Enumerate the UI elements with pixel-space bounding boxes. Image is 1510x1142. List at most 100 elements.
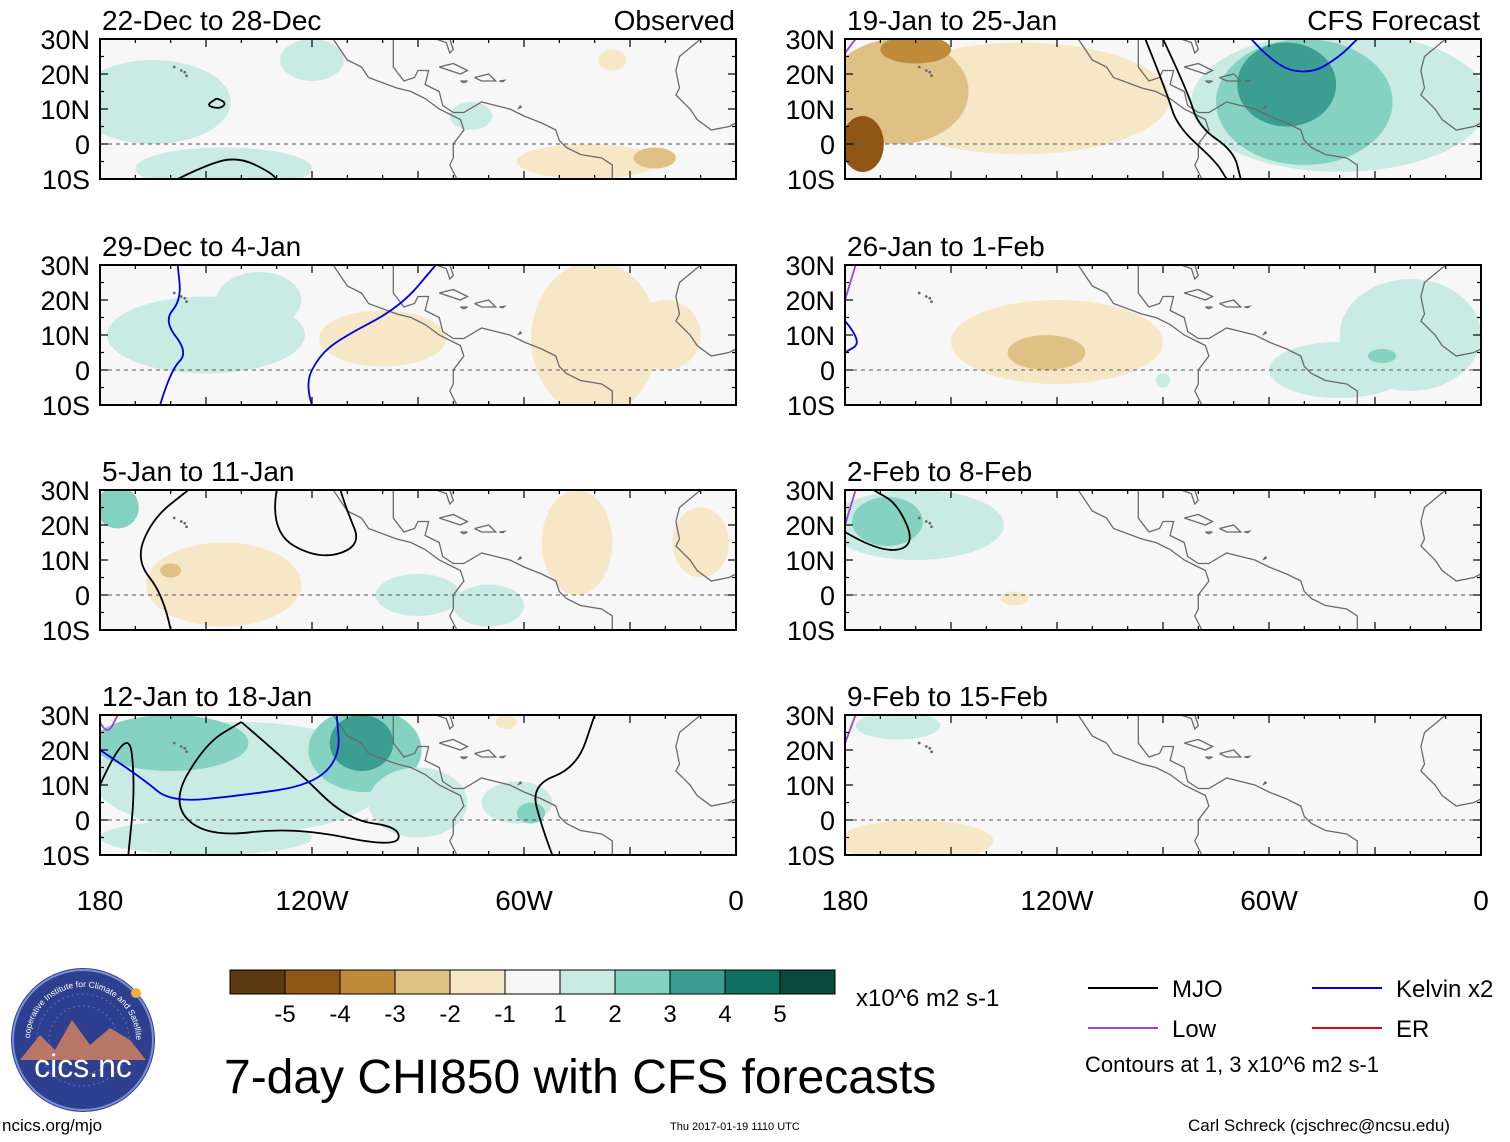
panel-plot-area	[100, 39, 736, 179]
column-header: CFS Forecast	[1307, 5, 1480, 36]
coastline	[435, 715, 455, 731]
anomaly-region	[100, 820, 312, 855]
lat-tick-label: 20N	[40, 736, 90, 766]
anomaly-region	[852, 497, 923, 546]
coastline	[1180, 715, 1200, 731]
lat-tick-label: 0	[820, 806, 835, 836]
anomaly-region	[100, 490, 139, 529]
island-marker	[924, 69, 928, 72]
coastline	[474, 524, 498, 533]
anomaly-region	[495, 715, 517, 729]
coastline	[392, 265, 613, 405]
panel-7: 30N 20N 10N 0 10S 2-Feb to 8-Feb	[785, 456, 1482, 646]
coastline	[1262, 331, 1268, 336]
coastline	[1420, 490, 1481, 582]
colorbar: -5 -4 -3 -2 -1 1 2 3 4 5	[229, 969, 836, 1028]
island-marker	[930, 525, 933, 529]
lat-tick-label: 0	[820, 130, 835, 160]
footer-url: ncics.org/mjo	[2, 1116, 103, 1135]
island-marker	[924, 520, 928, 523]
coastline	[460, 306, 468, 310]
panel-title: 9-Feb to 15-Feb	[847, 681, 1048, 712]
island-marker	[917, 741, 921, 745]
coastline	[438, 288, 469, 301]
legend-label: Low	[1172, 1016, 1217, 1043]
coastline	[1262, 781, 1268, 786]
anomaly-region	[160, 563, 182, 578]
coastline	[675, 265, 736, 357]
coastline	[1137, 39, 1358, 179]
footer-timestamp: Thu 2017-01-19 1110 UTC	[670, 1121, 800, 1133]
lon-tick-label: 60W	[495, 885, 553, 916]
island-marker	[924, 295, 928, 298]
contour-kelvin	[307, 265, 437, 405]
colorbar-tick-label: -5	[274, 1001, 295, 1028]
lat-tick-label: 20N	[40, 60, 90, 90]
coastline	[392, 490, 613, 630]
island-marker	[928, 296, 932, 300]
contour-kelvin	[100, 715, 340, 801]
coastline	[517, 556, 523, 561]
island-marker	[183, 296, 187, 300]
anomaly-region	[216, 272, 302, 328]
island-marker	[179, 745, 183, 748]
lat-tick-label: 30N	[785, 25, 835, 55]
legend-label: Kelvin x2	[1396, 976, 1493, 1003]
lat-tick-label: 10N	[785, 771, 835, 801]
coastline	[460, 80, 468, 84]
coastline	[319, 39, 465, 179]
panel-5: 30N 20N 10N 0 10S 19-Jan to 25-Jan CFS Forecas…	[785, 5, 1482, 195]
panel-plot-area	[100, 265, 736, 405]
lon-tick-label: 120W	[1020, 885, 1094, 916]
contour-mjo	[1144, 39, 1228, 179]
island-marker	[930, 750, 933, 754]
logo-wordmark: cics.nc	[34, 1048, 132, 1084]
coastline	[1183, 513, 1214, 526]
lat-tick-label: 10N	[40, 546, 90, 576]
coastline	[1244, 755, 1252, 759]
coastline	[1183, 738, 1214, 751]
lat-tick-label: 30N	[785, 476, 835, 506]
anomaly-region	[598, 49, 627, 71]
colorbar-tick-label: -4	[329, 1001, 350, 1028]
legend-label: ER	[1396, 1016, 1429, 1043]
coastline	[319, 490, 465, 630]
lat-tick-label: 10S	[42, 616, 90, 646]
coastline	[1420, 715, 1481, 807]
anomaly-region	[516, 802, 546, 824]
column-header: Observed	[614, 5, 735, 36]
island-marker	[185, 750, 188, 754]
colorbar-bin	[449, 969, 506, 995]
coastline	[675, 715, 736, 807]
contour-kelvin	[845, 320, 858, 354]
lat-tick-label: 10S	[42, 841, 90, 871]
panel-plot-area	[845, 39, 1481, 179]
lat-tick-label: 20N	[785, 511, 835, 541]
colorbar-bin	[339, 969, 396, 995]
colorbar-bin	[779, 969, 836, 995]
coastline	[499, 305, 507, 309]
coastline	[1180, 265, 1200, 281]
contour-low	[845, 490, 857, 526]
coastline	[1180, 490, 1200, 506]
coastline	[474, 73, 498, 82]
colorbar-bin	[229, 969, 286, 995]
anomaly-region	[1000, 591, 1029, 606]
island-marker	[917, 516, 921, 520]
coastline	[1180, 39, 1200, 55]
coastline	[1205, 80, 1213, 84]
lat-tick-label: 0	[820, 356, 835, 386]
lat-tick-label: 20N	[40, 511, 90, 541]
panel-plot-area	[845, 265, 1481, 405]
contour-mjo	[177, 158, 278, 179]
lat-tick-label: 0	[75, 581, 90, 611]
anomaly-region	[319, 310, 447, 367]
contour-mjo	[274, 490, 358, 557]
anomaly-region	[1237, 42, 1337, 127]
island-marker	[930, 74, 933, 78]
contour-mjo	[208, 97, 226, 109]
lat-tick-label: 20N	[40, 286, 90, 316]
contour-kelvin	[1250, 39, 1358, 73]
island-marker	[924, 745, 928, 748]
island-marker	[172, 741, 176, 745]
